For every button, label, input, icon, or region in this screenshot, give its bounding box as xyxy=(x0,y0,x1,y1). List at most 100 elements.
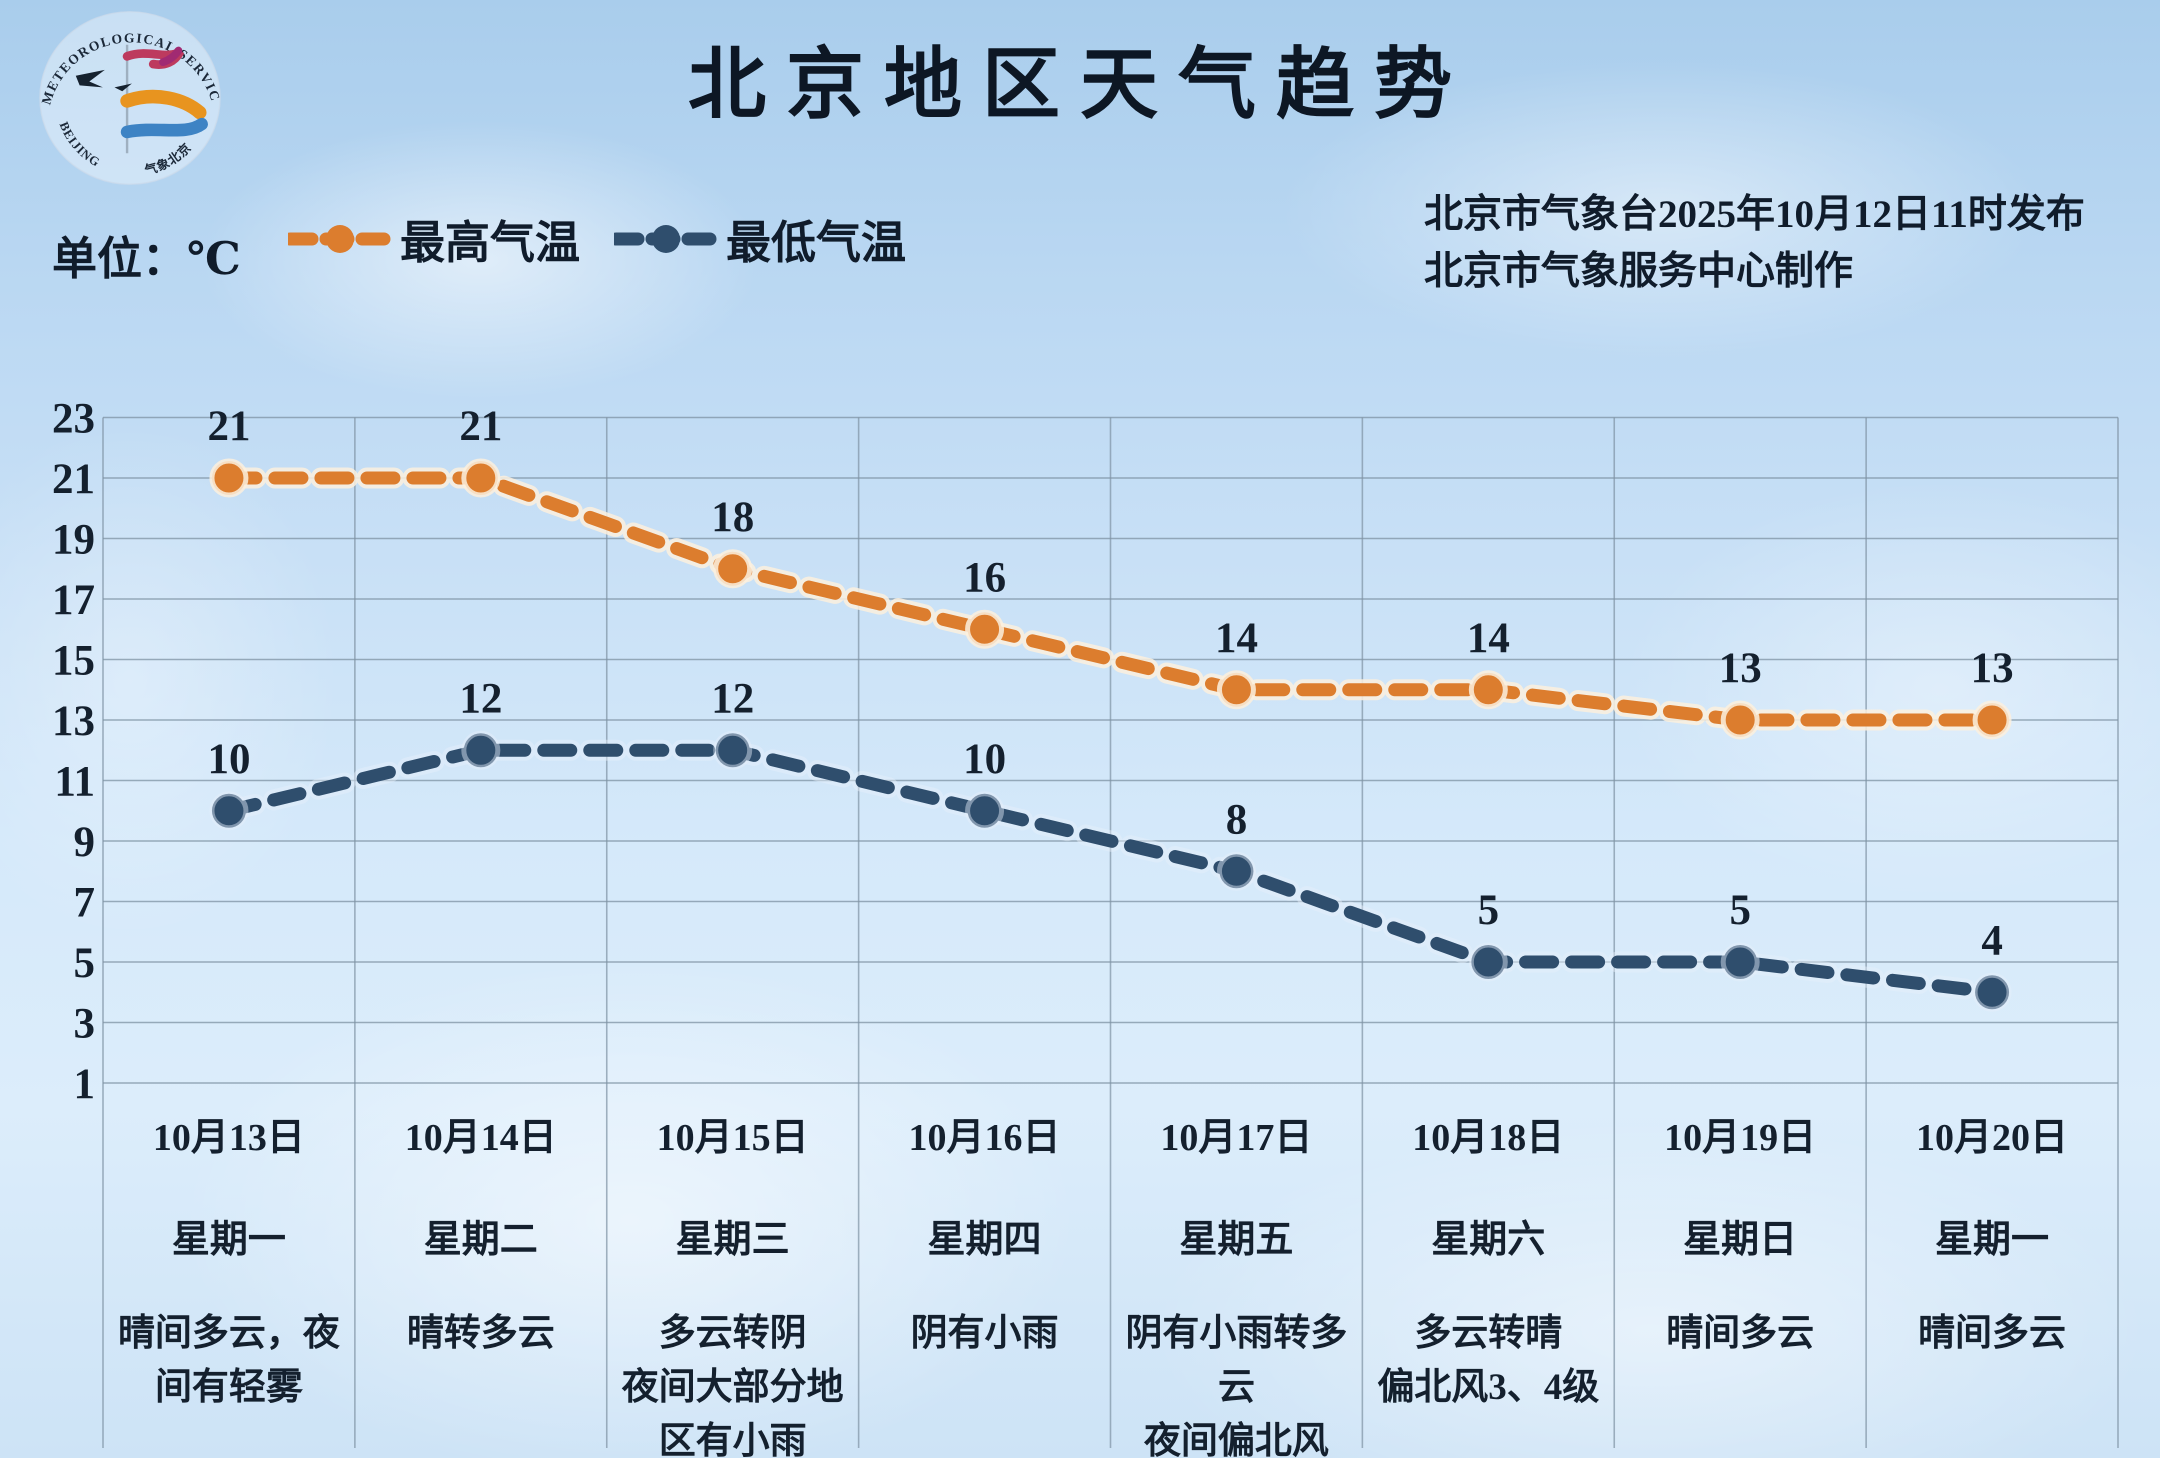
date-label: 10月20日 xyxy=(1916,1117,2069,1159)
high-temp-value-label: 13 xyxy=(1971,645,2014,692)
day-column: 10月20日 星期一晴间多云 xyxy=(1866,1106,2118,1458)
weather-phrase: 晴间多云 xyxy=(1666,1313,1815,1354)
beijing-meteorological-service-logo: METEOROLOGICAL SERVICE BEIJING 气象北京 xyxy=(30,6,222,185)
y-axis-tick: 13 xyxy=(52,698,95,745)
date-label: 10月17日 xyxy=(1160,1117,1313,1159)
low-temp-value-label: 5 xyxy=(1478,887,1500,934)
issue-line-1: 北京市气象台2025年10月12日11时发布 xyxy=(1424,193,2085,236)
weather-description: 多云转晴偏北风3、4级 xyxy=(1368,1307,1608,1415)
high-temp-point xyxy=(1468,670,1508,710)
weather-phrase: 夜间大部分地区有小雨 xyxy=(621,1367,844,1458)
day-column: 10月18日 星期六多云转晴偏北风3、4级 xyxy=(1362,1106,1614,1458)
y-axis-tick: 21 xyxy=(52,456,95,503)
weather-description: 晴间多云 xyxy=(1620,1307,1860,1361)
high-temp-line-swatch xyxy=(288,224,392,253)
date-label: 10月13日 xyxy=(152,1117,305,1159)
day-column: 10月16日 星期四阴有小雨 xyxy=(859,1106,1111,1458)
logo-blue-swoosh xyxy=(120,117,208,139)
date-label: 10月19日 xyxy=(1664,1117,1817,1159)
low-temp-point xyxy=(965,791,1005,831)
weather-phrase: 阴有小雨转多云 xyxy=(1125,1313,1348,1408)
date-label: 10月15日 xyxy=(656,1117,809,1159)
weather-phrase: 多云转晴 xyxy=(1414,1313,1563,1354)
weekday-label: 星期五 xyxy=(1179,1219,1294,1261)
low-temp-value-label: 5 xyxy=(1729,887,1751,934)
weather-phrase: 偏北风3、4级 xyxy=(1377,1367,1600,1408)
day-column: 10月14日 星期二晴转多云 xyxy=(355,1106,607,1458)
legend-dot xyxy=(326,224,354,253)
low-temp-line-swatch xyxy=(614,224,719,253)
y-axis-tick: 7 xyxy=(74,880,96,927)
legend: 最高气温 最低气温 xyxy=(288,206,906,271)
date-label: 10月18日 xyxy=(1412,1117,1565,1159)
weekday-label: 星期一 xyxy=(1935,1219,2050,1261)
y-axis-tick: 9 xyxy=(74,819,96,866)
high-temp-value-label: 13 xyxy=(1719,645,1762,692)
weather-phrase: 夜间偏北风3、4级 xyxy=(1143,1421,1329,1458)
legend-item-high-temp: 最高气温 xyxy=(288,206,580,271)
low-temp-point xyxy=(461,730,501,770)
weather-phrase: 晴间多云，夜间有轻雾 xyxy=(117,1313,340,1408)
low-temp-point xyxy=(713,730,753,770)
weekday-label: 星期六 xyxy=(1431,1219,1546,1261)
weather-description: 多云转阴 夜间大部分地区有小雨 xyxy=(613,1307,853,1458)
high-temp-value-label: 16 xyxy=(963,554,1006,601)
low-temp-point xyxy=(1720,942,1760,982)
unit-label: 单位：℃ xyxy=(52,234,241,284)
high-temp-value-label: 18 xyxy=(711,494,754,541)
weekday-label: 星期二 xyxy=(423,1219,538,1261)
issue-line-2: 北京市气象服务中心制作 xyxy=(1424,250,1854,293)
weather-description: 晴间多云，夜间有轻雾 xyxy=(109,1307,349,1415)
high-temp-value-label: 21 xyxy=(459,403,502,450)
day-column: 10月17日星期五阴有小雨转多云夜间偏北风3、4级 xyxy=(1111,1106,1363,1458)
logo-bird-icon xyxy=(75,69,105,88)
high-temp-point xyxy=(1720,700,1760,740)
y-axis-tick: 23 xyxy=(52,396,95,443)
legend-label-low-temp: 最低气温 xyxy=(726,218,907,268)
weather-phrase: 晴转多云 xyxy=(406,1313,555,1354)
low-temp-value-label: 12 xyxy=(711,675,754,722)
low-temp-point xyxy=(209,791,249,831)
logo-magenta-tip xyxy=(159,46,183,67)
weather-description: 晴间多云 xyxy=(1872,1307,2112,1361)
day-column: 10月15日 星期三多云转阴 夜间大部分地区有小雨 xyxy=(607,1106,859,1458)
low-temp-point xyxy=(1216,851,1256,891)
high-temp-point xyxy=(461,458,501,498)
weekday-label: 星期三 xyxy=(675,1219,790,1261)
y-axis-tick: 5 xyxy=(74,940,96,987)
high-temp-point xyxy=(1216,670,1256,710)
y-axis-tick: 17 xyxy=(52,577,95,624)
low-temp-point xyxy=(1972,972,2012,1012)
weekday-label: 星期四 xyxy=(927,1219,1042,1261)
high-temp-point xyxy=(713,549,753,589)
high-temp-point xyxy=(965,609,1005,649)
low-temp-value-label: 10 xyxy=(963,736,1006,783)
page-title: 北京地区天气趋势 xyxy=(687,41,1472,128)
weather-description: 阴有小雨转多云夜间偏北风3、4级 xyxy=(1117,1307,1357,1458)
weekday-label: 星期一 xyxy=(171,1219,286,1261)
high-temp-value-label: 14 xyxy=(1467,615,1510,662)
issue-info: 北京市气象台2025年10月12日11时发布 北京市气象服务中心制作 xyxy=(1424,186,2085,300)
date-label: 10月16日 xyxy=(908,1117,1061,1159)
high-temp-value-label: 14 xyxy=(1215,615,1258,662)
low-temp-value-label: 8 xyxy=(1226,796,1248,843)
weather-description: 阴有小雨 xyxy=(865,1307,1105,1361)
y-axis-tick: 19 xyxy=(52,517,95,564)
weather-description: 晴转多云 xyxy=(361,1307,601,1361)
high-temp-point xyxy=(209,458,249,498)
weather-phrase: 阴有小雨 xyxy=(910,1313,1059,1354)
legend-dot xyxy=(652,224,681,253)
date-label: 10月14日 xyxy=(404,1117,557,1159)
day-column: 10月19日 星期日晴间多云 xyxy=(1614,1106,1866,1458)
weekday-label: 星期日 xyxy=(1683,1219,1798,1261)
low-temp-value-label: 12 xyxy=(459,675,502,722)
day-column: 10月13日 星期一晴间多云，夜间有轻雾 xyxy=(103,1106,355,1458)
y-axis-tick: 15 xyxy=(52,638,95,685)
high-temp-value-label: 21 xyxy=(207,403,250,450)
low-temp-point xyxy=(1468,942,1508,982)
legend-item-low-temp: 最低气温 xyxy=(614,206,906,271)
low-temp-value-label: 10 xyxy=(207,736,250,783)
high-temp-line xyxy=(222,471,1999,727)
